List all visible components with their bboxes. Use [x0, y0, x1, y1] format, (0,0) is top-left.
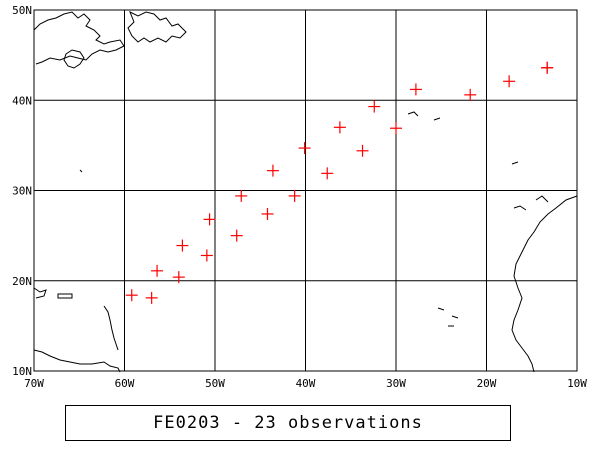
lon-tick-label: 40W	[296, 377, 316, 390]
observation-marker	[230, 229, 243, 242]
observation-marker	[409, 83, 422, 96]
observation-marker	[176, 239, 189, 252]
observation-marker	[203, 213, 216, 226]
lon-tick-label: 20W	[477, 377, 497, 390]
observation-marker	[356, 144, 369, 157]
observation-marker	[298, 142, 311, 155]
observation-marker	[125, 289, 138, 302]
coastline-south-america	[33, 349, 121, 373]
observation-marker	[200, 249, 213, 262]
lon-tick-label: 60W	[115, 377, 135, 390]
coastline-bermuda	[79, 169, 83, 173]
coastline-africa	[511, 195, 578, 373]
coastline-cape-verde	[437, 307, 459, 327]
observation-marker	[261, 207, 274, 220]
observation-marker	[321, 167, 334, 180]
lon-tick-label: 30W	[386, 377, 406, 390]
observation-marker	[288, 189, 301, 202]
lon-tick-label: 10W	[567, 377, 587, 390]
coastline-island-newfoundland	[63, 49, 85, 69]
observation-marker	[333, 121, 346, 134]
observation-marker	[235, 189, 248, 202]
coastlines	[33, 10, 578, 373]
coastline-northeast-canada	[33, 11, 125, 65]
observation-markers	[125, 61, 554, 304]
caption-box: FE0203 - 23 observations	[65, 405, 511, 441]
coastline-antilles	[103, 305, 119, 351]
lat-tick-label: 30N	[12, 185, 32, 198]
coastline-madeira	[511, 161, 519, 165]
caption-text: FE0203 - 23 observations	[153, 413, 423, 433]
lat-tick-label: 10N	[12, 365, 32, 378]
grid	[33, 9, 578, 372]
coastline-caribbean	[33, 287, 47, 299]
observation-marker	[266, 164, 279, 177]
lon-tick-label: 50W	[205, 377, 225, 390]
lat-tick-label: 50N	[12, 4, 32, 17]
axis-ticks: 70W 60W 50W 40W 30W 20W 10W 10N 20N 30N 40N 50N	[12, 4, 587, 390]
coastline-canaries	[513, 195, 549, 211]
observation-marker	[464, 88, 477, 101]
coastline-puerto-rico	[57, 293, 73, 299]
lon-tick-label: 70W	[24, 377, 44, 390]
observation-marker	[151, 264, 164, 277]
observation-marker	[172, 271, 185, 284]
observation-marker	[503, 75, 516, 88]
observation-marker	[368, 100, 381, 113]
coastline-azores	[407, 111, 441, 121]
observation-marker	[145, 291, 158, 304]
observation-marker	[390, 122, 402, 135]
coastline-labrador	[127, 10, 187, 43]
lat-tick-label: 40N	[12, 94, 32, 107]
observation-marker	[541, 61, 554, 74]
lat-tick-label: 20N	[12, 275, 32, 288]
